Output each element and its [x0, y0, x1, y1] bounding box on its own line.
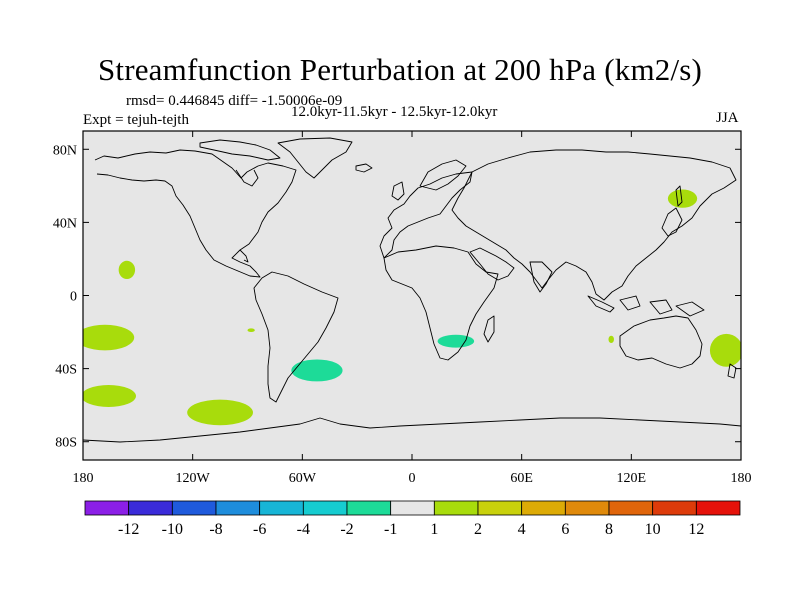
y-tick-label: 80N: [53, 143, 77, 158]
coast-antarctica: [83, 417, 741, 443]
colorbar-label: -8: [209, 521, 222, 538]
coast-india: [529, 261, 553, 293]
experiment-label: Expt = tejuh-tejth: [83, 112, 189, 128]
coast-arctic-islands: [199, 139, 281, 161]
x-tick-label: 60E: [510, 471, 533, 486]
colorbar-label: -2: [340, 521, 353, 538]
y-tick-label: 40S: [55, 363, 77, 378]
colorbar-box: [695, 500, 741, 516]
coast-australia: [619, 315, 703, 369]
coast-indonesia: [587, 295, 705, 317]
colorbar-label: -12: [118, 521, 139, 538]
colorbar-box: [171, 500, 217, 516]
colorbar-box: [84, 500, 130, 516]
x-tick-label: 120W: [176, 471, 211, 486]
plot-background: [83, 131, 741, 460]
anomaly-south-atlantic: [291, 359, 343, 382]
anomaly-central-pacific-north: [118, 260, 136, 280]
colorbar-box: [215, 500, 261, 516]
colorbar-label: -1: [384, 521, 397, 538]
anomaly-southern-africa: [437, 334, 475, 348]
anomaly-south-pacific-southwest: [83, 385, 136, 407]
coast-africa: [383, 245, 499, 361]
colorbar-box: [521, 500, 566, 516]
coast-scandinavia: [419, 159, 467, 191]
colorbar-box: [346, 500, 392, 516]
axes: 180 120W 60W 0 60E 120E 180 80N 40N 0 40S 80S: [53, 131, 752, 486]
colorbar-label: 2: [474, 521, 482, 538]
x-tick-label: 120E: [617, 471, 647, 486]
season-label: JJA: [716, 110, 739, 126]
coast-new-zealand: [727, 363, 737, 379]
stats-line: rmsd= 0.446845 diff= -1.50006e-09: [126, 93, 343, 109]
anomaly-pacific-small-patch: [247, 328, 255, 333]
colorbar-label: 8: [605, 521, 613, 538]
coast-british-isles: [391, 181, 405, 201]
coast-north-america: [94, 149, 297, 278]
colorbar-box: [302, 500, 348, 516]
anomaly-south-pacific-west: [83, 324, 135, 351]
x-tick-label: 180: [73, 471, 94, 486]
y-tick-label: 0: [70, 290, 77, 305]
colorbar-label: 4: [518, 521, 526, 538]
coast-iceland: [355, 163, 373, 173]
coast-greenland: [277, 137, 353, 179]
colorbar-label: -6: [253, 521, 266, 538]
coast-south-america: [253, 271, 339, 403]
coast-hudson-bay: [235, 169, 259, 187]
y-tick-label: 40N: [53, 216, 77, 231]
period-label: 12.0kyr-11.5kyr - 12.5kyr-12.0kyr: [291, 104, 498, 120]
colorbar: -12 -10 -8 -6 -4 -2 -1 1 2 4 6 8 10 12: [84, 500, 741, 538]
anomaly-indian-ocean-small: [608, 335, 614, 344]
colorbar-box: [477, 500, 523, 516]
anomaly-kamchatka-sea-of-okhotsk: [667, 189, 698, 208]
colorbar-label: 12: [688, 521, 704, 538]
y-tick-label: 80S: [55, 436, 77, 451]
x-tick-label: 60W: [289, 471, 317, 486]
colorbar-label: 6: [561, 521, 569, 538]
coastlines: [83, 137, 741, 443]
colorbar-box: [433, 500, 479, 516]
colorbar-box: [128, 500, 173, 516]
colorbar-label: 10: [645, 521, 661, 538]
colorbar-label: 1: [430, 521, 438, 538]
x-tick-label: 180: [731, 471, 752, 486]
x-tick-label: 0: [409, 471, 416, 486]
coast-asia: [451, 149, 737, 301]
chart-title: Streamfunction Perturbation at 200 hPa (…: [97, 52, 703, 87]
colorbar-box: [390, 500, 435, 516]
coast-madagascar: [483, 315, 495, 343]
coast-sakhalin: [675, 185, 683, 207]
colorbar-label: -10: [162, 521, 183, 538]
colorbar-box: [652, 500, 697, 516]
anomaly-tasman-sea: [709, 333, 741, 367]
anomaly-south-pacific-southeast: [187, 399, 253, 426]
colorbar-box: [608, 500, 654, 516]
colorbar-box: [564, 500, 610, 516]
colorbar-box: [259, 500, 304, 516]
coast-arabia: [469, 247, 515, 281]
coast-florida: [239, 249, 249, 263]
colorbar-label: -4: [297, 521, 310, 538]
coast-japan: [661, 207, 683, 237]
